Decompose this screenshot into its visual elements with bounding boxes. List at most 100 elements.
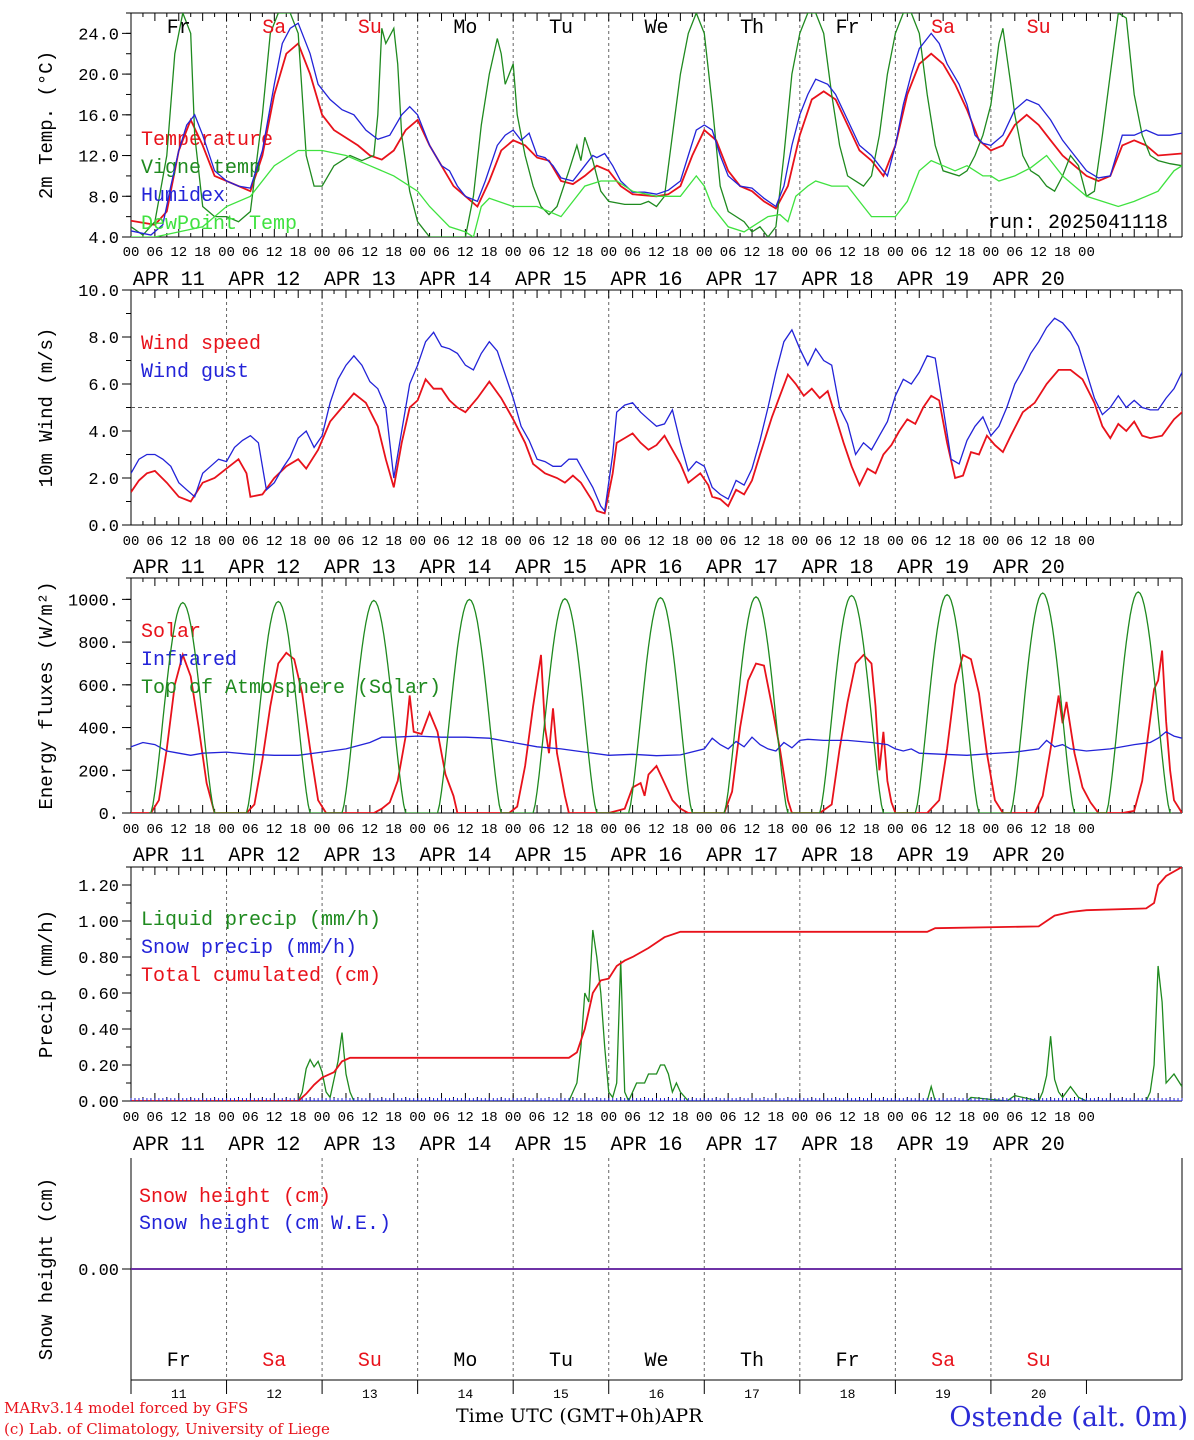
date-label: APR 16 [611, 269, 683, 292]
x-tick-label: 18 [768, 534, 785, 550]
x-tick-label: 00 [600, 1110, 617, 1126]
x-tick-label: 12 [553, 822, 570, 838]
x-tick-label: 12 [361, 822, 378, 838]
weekday-label: Fr [167, 1350, 191, 1373]
x-tick-label: 18 [959, 822, 976, 838]
weekday-label: We [644, 17, 668, 40]
x-tick-label: 12 [935, 534, 952, 550]
x-tick-label: 06 [624, 822, 641, 838]
x-tick-label: 18 [959, 245, 976, 261]
x-tick-label: 12 [170, 822, 187, 838]
x-tick-label: 00 [887, 534, 904, 550]
x-tick-label: 18 [385, 822, 402, 838]
date-label: APR 18 [802, 845, 874, 868]
weekday-label: Mo [453, 17, 477, 40]
x-tick-label: 12 [266, 1110, 283, 1126]
y-tick-label: 2.0 [88, 471, 119, 490]
date-label: APR 13 [324, 845, 396, 868]
y-tick-label: 0.40 [78, 1022, 119, 1041]
x-tick-label: 00 [123, 245, 140, 261]
date-label: APR 11 [133, 269, 205, 292]
x-tick-label: 00 [696, 1110, 713, 1126]
x-tick-label: 18 [481, 822, 498, 838]
x-tick-label: 12 [1030, 245, 1047, 261]
x-tick-label: 06 [911, 245, 928, 261]
weekday-label: Sa [931, 1350, 955, 1373]
x-tick-label: 00 [123, 534, 140, 550]
x-tick-label: 00 [314, 1110, 331, 1126]
x-tick-label: 00 [1078, 534, 1095, 550]
weekday-label: Sa [262, 17, 286, 40]
x-tick-label: 18 [672, 822, 689, 838]
weekday-label: Th [740, 17, 764, 40]
weekday-label: Fr [836, 17, 860, 40]
x-tick-label: 18 [385, 534, 402, 550]
legend-entry: Solar [141, 621, 201, 644]
date-label: APR 19 [897, 269, 969, 292]
x-tick-label: 18 [863, 1110, 880, 1126]
legend-entry: Infrared [141, 649, 237, 672]
x-tick-label: 12 [648, 822, 665, 838]
x-tick-label: 06 [242, 534, 259, 550]
date-label: APR 18 [802, 269, 874, 292]
y-tick-label: 0.0 [88, 518, 119, 537]
x-tick-label: 00 [983, 822, 1000, 838]
date-label: APR 11 [133, 845, 205, 868]
weekday-label: Sa [931, 17, 955, 40]
x-tick-label: 06 [242, 1110, 259, 1126]
x-tick-label: 00 [791, 822, 808, 838]
x-tick-label: 00 [409, 245, 426, 261]
x-tick-label: 12 [457, 822, 474, 838]
x-tick-label: 00 [791, 534, 808, 550]
x-tick-label: 00 [887, 1110, 904, 1126]
x-tick-label: 18 [768, 822, 785, 838]
x-tick-label: 06 [720, 245, 737, 261]
x-tick-label: 18 [290, 245, 307, 261]
x-tick-label: 06 [529, 245, 546, 261]
y-tick-label: 1.00 [78, 914, 119, 933]
x-tick-label: 12 [648, 1110, 665, 1126]
x-tick-label: 18 [290, 1110, 307, 1126]
legend-entry: Snow precip (mm/h) [141, 937, 357, 960]
series-line-humidex [131, 22, 1182, 236]
day-number-label: 19 [935, 1387, 951, 1402]
x-tick-label: 12 [839, 1110, 856, 1126]
series-line-vigne-temp [131, 13, 1182, 237]
legend-entry: Top of Atmosphere (Solar) [141, 677, 441, 700]
x-tick-label: 00 [409, 822, 426, 838]
x-tick-label: 12 [935, 245, 952, 261]
weekday-label: Fr [836, 1350, 860, 1373]
x-tick-label: 12 [266, 245, 283, 261]
x-tick-label: 06 [433, 245, 450, 261]
x-tick-label: 18 [481, 1110, 498, 1126]
legend-entry: Total cumulated (cm) [141, 965, 381, 988]
date-label: APR 19 [897, 1134, 969, 1157]
legend-entry: Humidex [141, 185, 225, 208]
x-tick-label: 06 [1006, 245, 1023, 261]
y-tick-label: 0.80 [78, 950, 119, 969]
x-tick-label: 00 [505, 534, 522, 550]
x-tick-label: 18 [1054, 822, 1071, 838]
x-tick-label: 06 [911, 534, 928, 550]
x-tick-label: 06 [720, 822, 737, 838]
x-tick-label: 06 [624, 534, 641, 550]
legend-entry: Liquid precip (mm/h) [141, 909, 381, 932]
day-number-label: 12 [267, 1387, 283, 1402]
x-tick-label: 06 [529, 534, 546, 550]
x-tick-label: 12 [170, 245, 187, 261]
x-tick-label: 18 [290, 822, 307, 838]
x-tick-label: 12 [266, 534, 283, 550]
series-line-liquid-precip-mm-h- [131, 929, 1182, 1101]
x-tick-label: 00 [983, 245, 1000, 261]
x-tick-label: 18 [194, 1110, 211, 1126]
y-tick-label: 0.00 [78, 1094, 119, 1113]
y-tick-label: 600. [78, 678, 119, 697]
x-tick-label: 18 [385, 245, 402, 261]
date-label: APR 16 [611, 1134, 683, 1157]
x-tick-label: 12 [1030, 822, 1047, 838]
x-tick-label: 18 [385, 1110, 402, 1126]
date-label: APR 12 [228, 1134, 300, 1157]
x-tick-label: 18 [672, 245, 689, 261]
x-tick-label: 00 [1078, 1110, 1095, 1126]
x-tick-label: 00 [1078, 822, 1095, 838]
